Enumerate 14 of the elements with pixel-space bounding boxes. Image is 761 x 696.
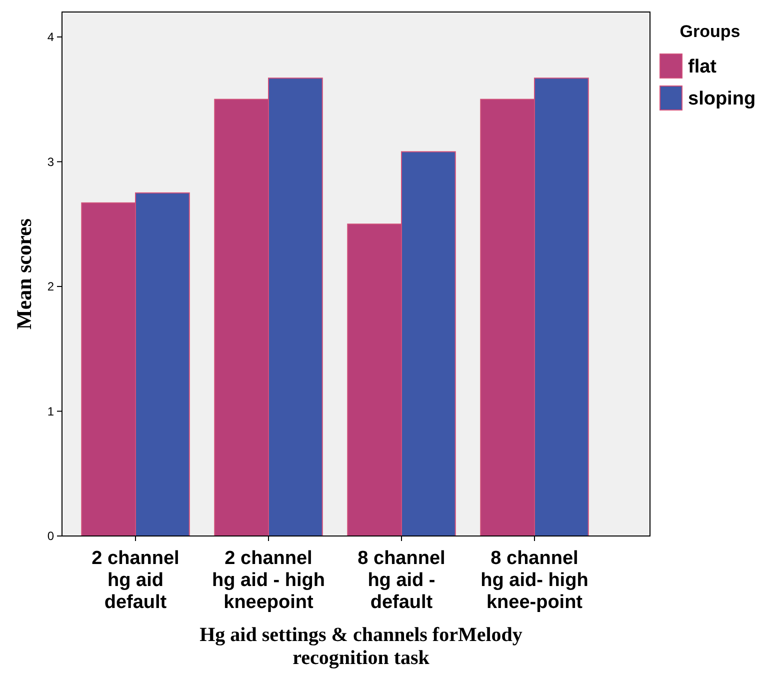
y-tick-label: 1 bbox=[47, 404, 54, 418]
x-tick-label: 2 channel hg aid - high kneepoint bbox=[212, 548, 325, 613]
legend-label: sloping bbox=[688, 88, 756, 110]
y-tick-label: 0 bbox=[47, 529, 54, 544]
y-tick-label: 3 bbox=[47, 154, 54, 169]
legend-label: flat bbox=[688, 56, 718, 78]
y-axis-title: Mean scores bbox=[12, 218, 36, 330]
y-tick-label: 2 bbox=[47, 280, 54, 294]
legend-title: Groups bbox=[680, 22, 740, 41]
x-tick-label: 2 channel hg aid default bbox=[92, 548, 180, 613]
x-tick-label: 8 channel hg aid - default bbox=[358, 548, 446, 613]
y-tick-label: 4 bbox=[47, 30, 54, 44]
x-axis-title: Hg aid settings & channels forMelody recognition task bbox=[200, 624, 522, 669]
x-tick-label: 8 channel hg aid- high knee-point bbox=[480, 548, 588, 613]
